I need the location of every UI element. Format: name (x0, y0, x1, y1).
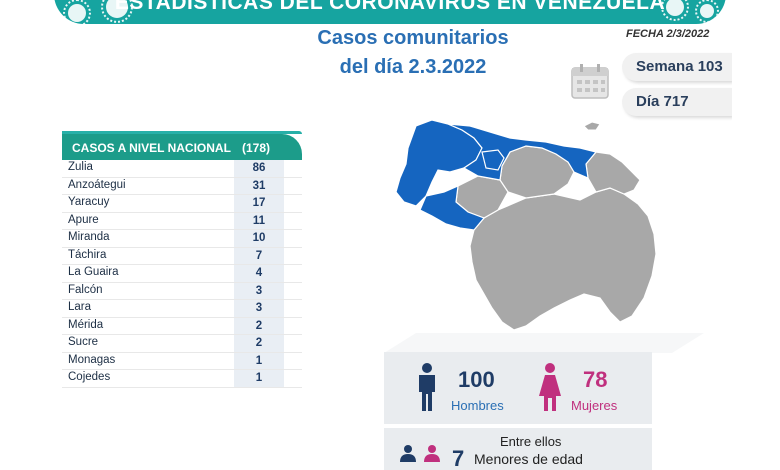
table-heading: CASOS A NIVEL NACIONAL (72, 141, 231, 155)
week-label: Semana 103 (636, 58, 723, 75)
women-count: 78 (583, 367, 608, 392)
table-row: Falcón 3 (62, 282, 302, 300)
state-name: Apure (68, 213, 99, 226)
state-cases: 7 (234, 247, 284, 264)
female-icon (539, 363, 561, 411)
table-row: Anzoátegui 31 (62, 177, 302, 195)
venezuela-map (395, 119, 657, 331)
state-name: Cojedes (68, 371, 111, 383)
state-cases: 11 (234, 212, 284, 229)
map-region-cojedes (481, 149, 505, 171)
state-name: Falcón (68, 283, 103, 296)
subtitle-line1: Casos comunitarios (317, 27, 509, 49)
male-icon (400, 445, 416, 462)
female-icon (424, 445, 440, 462)
state-name: Zulia (68, 161, 93, 173)
calendar-icon (571, 64, 609, 99)
table-row: Monagas 1 (62, 352, 302, 370)
state-cases: 17 (234, 195, 284, 212)
virus-icon (695, 0, 719, 23)
state-cases: 1 (234, 352, 284, 369)
week-pill: Semana 103 (622, 53, 732, 81)
day-pill: Día 717 (622, 88, 732, 116)
state-name: Táchira (68, 248, 107, 261)
state-cases: 2 (234, 317, 284, 334)
table-row: Táchira 7 (62, 247, 302, 265)
state-name: Yaracuy (68, 196, 110, 208)
subtitle-line2: del día 2.3.2022 (339, 56, 487, 78)
state-cases: 86 (234, 160, 284, 177)
subtitle: Casos comunitarios del día 2.3.2022 (298, 24, 528, 82)
minors-label: Menores de edad (474, 451, 583, 467)
page-title: ESTADÍSTICAS DEL CORONAVIRUS EN VENEZUEL… (114, 0, 666, 14)
table-row: Mérida 2 (62, 317, 302, 335)
header-banner: ESTADÍSTICAS DEL CORONAVIRUS EN VENEZUEL… (54, 0, 726, 24)
virus-icon (101, 0, 133, 23)
table-total: (178) (242, 141, 271, 155)
gender-panel-top (384, 333, 704, 353)
virus-icon (63, 0, 91, 24)
table-row: Cojedes 1 (62, 370, 302, 388)
state-name: Sucre (68, 336, 99, 348)
state-name: Miranda (68, 231, 110, 243)
table-row: Apure 11 (62, 212, 302, 230)
state-cases: 3 (234, 300, 284, 317)
state-cases: 31 (234, 177, 284, 194)
male-icon (419, 363, 435, 411)
table-row: Miranda 10 (62, 230, 302, 248)
state-name: La Guaira (68, 266, 119, 278)
date-label: FECHA 2/3/2022 (626, 28, 710, 40)
table-row: Sucre 2 (62, 335, 302, 353)
state-name: Lara (68, 301, 92, 313)
table-row: Yaracuy 17 (62, 195, 302, 213)
among-them-label: Entre ellos (500, 434, 562, 449)
state-name: Monagas (68, 353, 116, 366)
map-region-east (585, 151, 641, 195)
men-label: Hombres (451, 398, 504, 413)
state-cases: 1 (234, 370, 284, 387)
table-row: Zulia 86 (62, 160, 302, 178)
table-row: Lara 3 (62, 300, 302, 318)
table-body: Zulia 86 Anzoátegui 31 Yaracuy 17 Apure 11 M… (62, 160, 302, 388)
women-label: Mujeres (571, 398, 618, 413)
state-name: Anzoátegui (68, 178, 126, 191)
day-label: Día 717 (636, 93, 689, 110)
map-region-island (583, 121, 601, 131)
cases-table: CASOS A NIVEL NACIONAL (178) Zulia 86 Anz… (62, 131, 302, 388)
state-name: Mérida (68, 318, 104, 331)
state-cases: 4 (234, 265, 284, 282)
minors-count: 7 (452, 446, 465, 470)
state-cases: 3 (234, 282, 284, 299)
map-region-apure (419, 185, 486, 231)
table-row: La Guaira 4 (62, 265, 302, 283)
virus-icon (661, 0, 689, 21)
men-count: 100 (458, 367, 495, 392)
table-header: CASOS A NIVEL NACIONAL (178) (62, 131, 302, 160)
infographic: ESTADÍSTICAS DEL CORONAVIRUS EN VENEZUEL… (48, 0, 732, 470)
state-cases: 2 (234, 335, 284, 352)
state-cases: 10 (234, 230, 284, 247)
